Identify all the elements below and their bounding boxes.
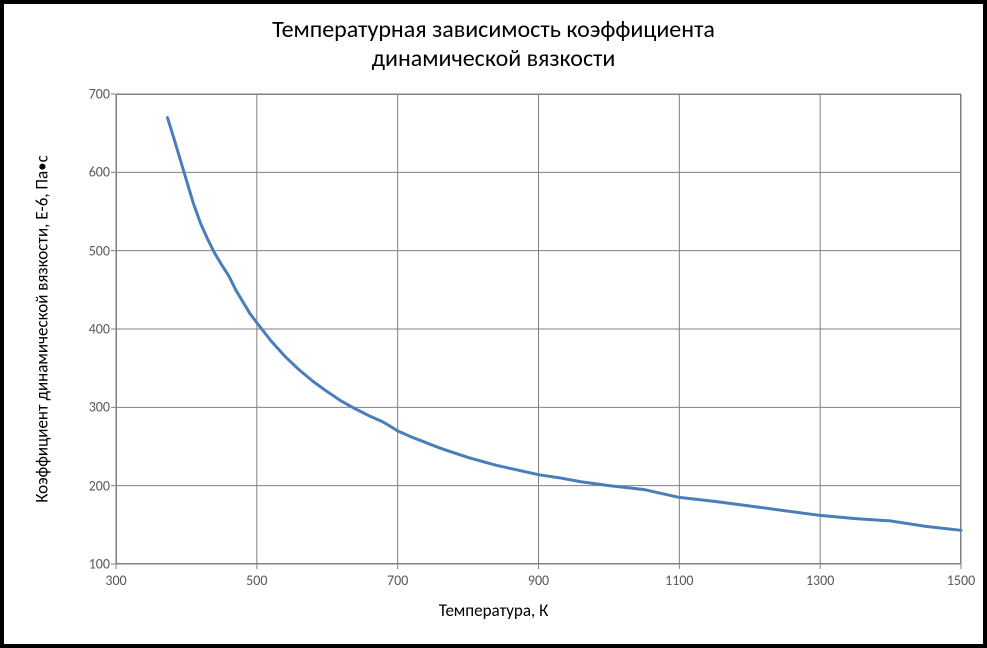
x-tick-label: 300: [105, 572, 126, 589]
chart-title-line2: динамической вязкости: [4, 45, 983, 74]
y-tick-label: 600: [80, 164, 110, 181]
plot-area: [116, 94, 961, 564]
chart-title-line1: Температурная зависимость коэффициента: [4, 16, 983, 45]
x-tick-label: 1100: [665, 572, 693, 589]
x-tick-label: 500: [246, 572, 267, 589]
x-axis-label: Температура, К: [4, 600, 983, 621]
y-tick-label: 700: [80, 86, 110, 103]
y-tick-label: 200: [80, 477, 110, 494]
chart-svg: [116, 94, 961, 564]
y-tick-label: 100: [80, 556, 110, 573]
chart-title: Температурная зависимость коэффициента д…: [4, 16, 983, 74]
y-tick-label: 500: [80, 242, 110, 259]
x-tick-label: 700: [387, 572, 408, 589]
chart-frame: Температурная зависимость коэффициента д…: [0, 0, 987, 648]
x-tick-label: 900: [528, 572, 549, 589]
y-tick-label: 300: [80, 399, 110, 416]
y-axis-label: Коэффициент динамической вязкости, Е-6, …: [32, 155, 53, 503]
x-tick-label: 1500: [947, 572, 975, 589]
y-tick-label: 400: [80, 321, 110, 338]
x-tick-label: 1300: [806, 572, 834, 589]
